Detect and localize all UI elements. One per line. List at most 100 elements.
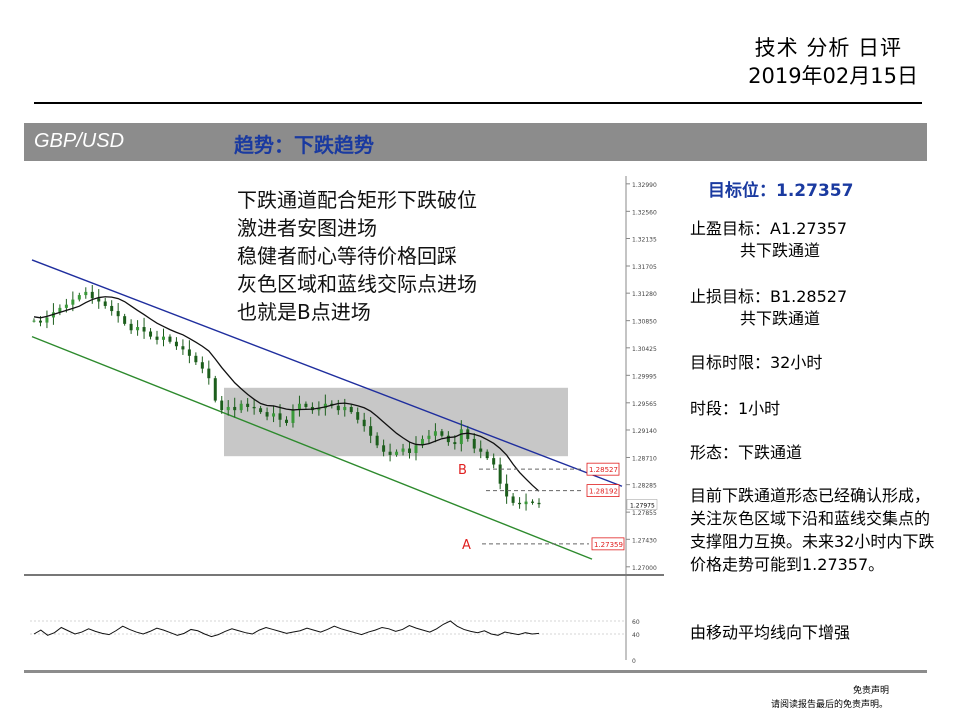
price-chart: 1.32990 1.32560 1.32135 1.31705 1.31280 1.308… — [24, 170, 664, 670]
y-tick-label: 1.28710 — [632, 455, 657, 462]
candle-body — [317, 408, 321, 411]
disclaimer-text: 请阅读报告最后的免责声明。 — [771, 700, 889, 710]
y-tick-label: 1.27855 — [632, 510, 657, 517]
candle-body — [259, 408, 263, 413]
candle-body — [246, 403, 250, 407]
candle-body — [123, 316, 127, 324]
candle-body — [414, 445, 418, 453]
y-tick-label: 1.27000 — [632, 565, 657, 572]
candle-body — [136, 327, 140, 331]
time-limit: 目标时限：32小时 — [690, 353, 823, 372]
candle-body — [58, 307, 62, 313]
candle-body — [174, 341, 178, 347]
candle-body — [32, 320, 36, 322]
y-tick-label: 1.27430 — [632, 537, 657, 544]
lower-channel-line — [31, 335, 593, 560]
candle-body — [395, 451, 399, 455]
candle-body — [194, 355, 198, 363]
instrument-banner: GBP/USD 趋势：下跌趋势 — [24, 123, 927, 161]
candle-body — [459, 429, 463, 445]
candle-body — [408, 448, 412, 453]
candle-body — [388, 451, 392, 455]
candle-body — [110, 305, 114, 312]
candle-body — [90, 291, 94, 299]
candle-body — [356, 412, 360, 420]
candle-body — [149, 331, 153, 337]
candle-body — [187, 349, 191, 356]
candle-body — [233, 406, 237, 411]
candle-body — [38, 320, 42, 323]
candle-body — [168, 336, 172, 342]
annotation-point-label: B — [458, 463, 467, 478]
annotation-price-box — [591, 537, 625, 551]
footer-divider — [24, 670, 927, 673]
candle-body — [362, 419, 366, 427]
candle-body — [252, 406, 256, 409]
timeframe: 时段：1小时 — [690, 399, 781, 418]
y-tick-label: 1.29995 — [632, 373, 657, 380]
candle-body — [97, 298, 101, 302]
stop-loss: 止损目标：B1.28527 — [690, 287, 848, 306]
disclaimer-title: 免责声明 — [853, 686, 890, 696]
y-tick-label: 1.29140 — [632, 428, 657, 435]
annotation-price-label: 1.27359 — [594, 541, 623, 549]
candle-body — [155, 336, 159, 340]
header-divider — [34, 102, 922, 104]
candle-body — [420, 438, 424, 446]
candle-body — [498, 464, 502, 484]
target-price: 目标位：1.27357 — [708, 181, 854, 201]
y-tick-label: 1.30425 — [632, 346, 657, 353]
candle-body — [278, 413, 282, 420]
candle-body — [537, 502, 541, 505]
candle-body — [505, 483, 509, 497]
analysis-note: 下跌通道配合矩形下跌破位 激进者安图进场 稳健者耐心等待价格回踩 灰色区域和蓝线… — [237, 186, 477, 326]
candle-body — [207, 368, 211, 379]
y-tick-label: 1.31705 — [632, 264, 657, 271]
report-title: 技术 分析 日评 — [754, 36, 902, 60]
candle-body — [433, 431, 437, 436]
candle-body — [64, 304, 68, 308]
candle-body — [71, 299, 75, 305]
y-tick-label: 1.28285 — [632, 483, 657, 490]
candle-body — [349, 406, 353, 413]
annotation-point-label: A — [462, 538, 471, 553]
moving-average-line — [33, 296, 540, 492]
oscillator-tick-label: 40 — [632, 632, 640, 639]
take-profit: 止盈目标：A1.27357 — [690, 219, 848, 238]
candle-body — [297, 403, 301, 411]
candle-body — [518, 502, 522, 505]
candle-body — [382, 445, 386, 452]
annotation-price-label: 1.28527 — [589, 466, 618, 474]
y-tick-label: 1.32990 — [632, 182, 657, 189]
y-tick-label: 1.31280 — [632, 291, 657, 298]
candle-body — [323, 403, 327, 409]
currency-pair: GBP/USD — [34, 130, 125, 152]
candle-body — [453, 442, 457, 445]
candle-body — [479, 448, 483, 452]
candle-body — [272, 413, 276, 417]
stop-loss-note: 共下跌通道 — [740, 309, 821, 328]
candle-body — [213, 378, 217, 401]
candle-body — [161, 336, 165, 340]
candle-body — [220, 400, 224, 411]
candle-body — [492, 458, 496, 465]
annotation-price-box — [586, 484, 620, 497]
y-tick-label: 1.32560 — [632, 209, 657, 216]
candle-body — [369, 426, 373, 436]
trend-label: 趋势：下跌趋势 — [234, 133, 374, 157]
ma-note: 由移动平均线向下增强 — [690, 623, 851, 642]
note-line: 灰色区域和蓝线交际点进场 — [237, 272, 477, 296]
candle-body — [142, 327, 146, 332]
candle-body — [265, 412, 269, 417]
candle-body — [285, 419, 288, 423]
note-line: 下跌通道配合矩形下跌破位 — [237, 188, 477, 212]
y-tick-label: 1.30850 — [632, 319, 657, 326]
analysis-description: 目前下跌通道形态已经确认形成，关注灰色区域下沿和蓝线交集点的支撑阻力互换。未来3… — [690, 486, 935, 574]
candle-body — [129, 323, 133, 331]
oscillator-line — [33, 620, 540, 638]
candle-body — [103, 301, 107, 306]
candle-body — [466, 429, 470, 439]
note-line: 激进者安图进场 — [237, 216, 377, 240]
take-profit-note: 共下跌通道 — [740, 241, 821, 260]
y-tick-label: 1.29565 — [632, 401, 657, 408]
